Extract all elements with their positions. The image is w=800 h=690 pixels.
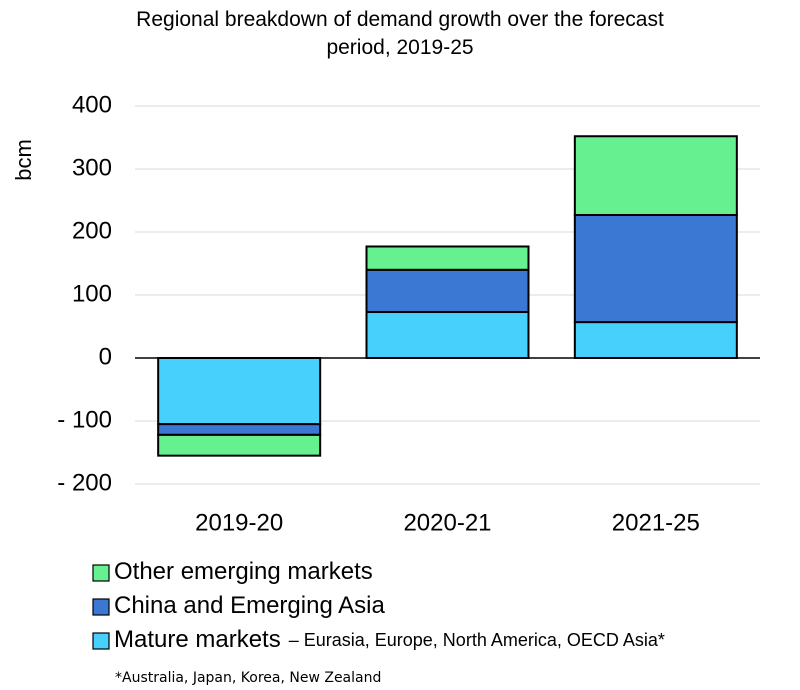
bar-segment <box>573 321 738 359</box>
bar-segment <box>365 268 530 314</box>
legend-swatch <box>92 632 110 650</box>
legend-detail: – Eurasia, Europe, North America, OECD A… <box>289 630 665 650</box>
y-tick-label: 200 <box>72 217 112 244</box>
bar-segment <box>365 311 530 360</box>
bar-segment <box>157 357 322 426</box>
x-tick-label: 2021-25 <box>612 509 700 536</box>
bar-segment <box>157 433 322 457</box>
legend-name: China and Emerging Asia <box>114 592 385 619</box>
y-tick-label: - 100 <box>57 406 112 433</box>
legend-swatch <box>92 564 110 582</box>
x-tick-label: 2019-20 <box>195 509 283 536</box>
footnote: *Australia, Japan, Korea, New Zealand <box>115 670 381 686</box>
legend-name: Mature markets <box>114 626 281 653</box>
x-tick-label: 2020-21 <box>403 509 491 536</box>
legend-label: China and Emerging Asia <box>114 592 385 619</box>
bar-segment <box>573 213 738 324</box>
legend-name: Other emerging markets <box>114 558 373 585</box>
bar-segment <box>573 135 738 216</box>
chart-title: Regional breakdown of demand growth over… <box>136 8 664 59</box>
y-tick-label: - 200 <box>57 469 112 496</box>
y-tick-label: 400 <box>72 91 112 118</box>
y-tick-label: 100 <box>72 280 112 307</box>
legend-swatch <box>92 598 110 616</box>
legend-label: Mature markets – Eurasia, Europe, North A… <box>114 626 665 653</box>
bar-segment <box>157 423 322 436</box>
y-axis-label: bcm <box>11 139 36 181</box>
legend-label: Other emerging markets <box>114 558 373 585</box>
bar-segment <box>365 245 530 271</box>
y-tick-label: 300 <box>72 154 112 181</box>
y-tick-label: 0 <box>99 343 112 370</box>
